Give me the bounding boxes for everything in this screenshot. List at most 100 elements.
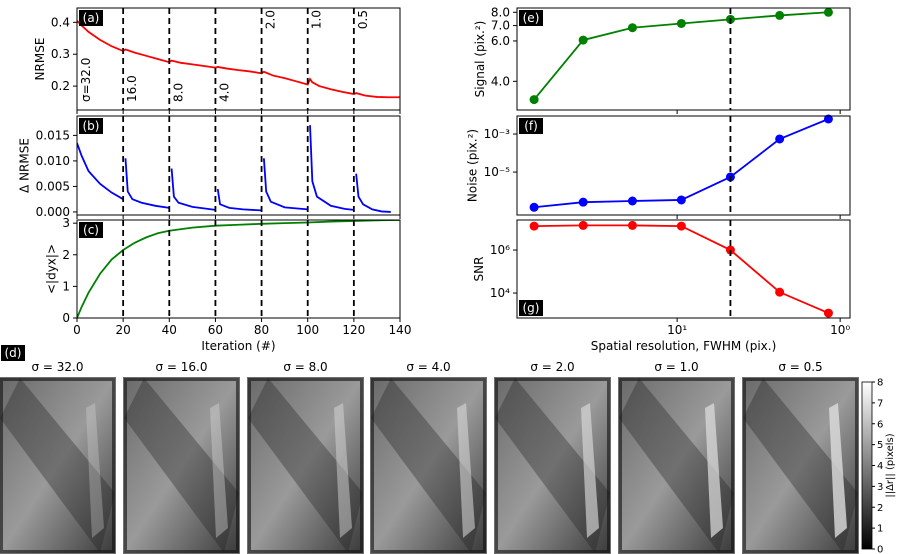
y-tick-label: 4.0 [491, 74, 510, 88]
image-panel [370, 377, 487, 554]
image-feature [457, 403, 475, 538]
colorbar-tick-label: 4 [877, 461, 883, 472]
image-panel [247, 377, 364, 554]
y-axis-label: SNR [472, 257, 486, 282]
annotation: 16.0 [125, 75, 139, 102]
colorbar-tick-label: 5 [877, 440, 883, 451]
axes-frame [516, 219, 851, 319]
panel-label-box [79, 118, 103, 134]
data-point [823, 7, 833, 17]
y-tick-label: 10⁴ [490, 286, 510, 300]
colorbar-tick-label: 3 [877, 482, 883, 493]
panel-label: (b) [83, 119, 100, 133]
data-point [775, 134, 785, 144]
colorbar-label: ||Δr|| (pixels) [885, 433, 896, 497]
image-bg [248, 378, 363, 553]
x-tick-label: 100 [296, 323, 319, 337]
panel-label-box [79, 10, 103, 26]
y-tick-label: 3 [62, 216, 70, 230]
data-point [529, 221, 539, 231]
image-feature [248, 378, 363, 553]
axes-frame [76, 7, 401, 111]
data-point [627, 23, 637, 33]
x-tick-label: 40 [162, 323, 177, 337]
x-tick-label: 80 [254, 323, 269, 337]
y-tick-label: 8.0 [491, 5, 510, 19]
image-title: σ = 16.0 [155, 360, 207, 374]
x-tick-label: 20 [116, 323, 131, 337]
image-panel [618, 377, 735, 554]
axes-frame [76, 219, 401, 319]
axes-frame [516, 115, 851, 216]
y-tick-label: 7.0 [491, 19, 510, 33]
data-point [578, 197, 588, 207]
y-tick-label: 0.000 [36, 205, 70, 219]
x-tick-label: 10⁰ [830, 323, 850, 337]
image-title: σ = 2.0 [530, 360, 574, 374]
data-line [77, 220, 400, 318]
annotation: 0.5 [356, 10, 370, 29]
data-point [676, 195, 686, 205]
panel-label: (f) [524, 119, 538, 133]
panel-label-box [519, 10, 543, 26]
y-tick-label: 0.005 [36, 179, 70, 193]
colorbar-tick-label: 6 [877, 419, 883, 430]
image-feature [581, 403, 599, 538]
panel-label-box [1, 345, 25, 361]
image-title: σ = 8.0 [283, 360, 327, 374]
image-bg [124, 378, 239, 553]
y-axis-label: <|dyx|> [44, 244, 58, 294]
colorbar-tick-label: 2 [877, 503, 883, 514]
data-point [676, 221, 686, 231]
y-tick-label: 10⁻³ [484, 127, 511, 141]
y-tick-label: 0 [62, 311, 70, 325]
data-line [77, 125, 391, 213]
image-panel [742, 377, 859, 554]
data-line [77, 20, 400, 99]
image-border [0, 377, 116, 554]
annotation: 4.0 [217, 83, 231, 102]
image-border [370, 377, 487, 554]
y-tick-label: 0.010 [36, 154, 70, 168]
image-border [618, 377, 735, 554]
image-feature [495, 378, 610, 553]
image-bg [0, 378, 115, 553]
data-point [627, 220, 637, 230]
image-title: σ = 0.5 [778, 360, 822, 374]
data-point [529, 202, 539, 212]
colorbar-tick-label: 8 [877, 378, 883, 389]
image-title: σ = 1.0 [654, 360, 698, 374]
y-axis-label: Signal (pix.²) [473, 21, 487, 98]
data-point [823, 114, 833, 124]
panel-label: (c) [83, 223, 99, 237]
image-feature [829, 403, 847, 538]
x-tick-label: 10¹ [667, 323, 687, 337]
y-axis-label: Noise (pix.²) [466, 129, 480, 202]
data-point [529, 95, 539, 105]
data-point [823, 308, 833, 318]
data-point [775, 10, 785, 20]
annotation: 1.0 [310, 10, 324, 29]
data-point [676, 18, 686, 28]
colorbar-tick-label: 1 [877, 524, 883, 535]
image-feature [124, 378, 239, 553]
panel-label: (a) [83, 11, 100, 25]
data-point [578, 220, 588, 230]
panel-label-box [79, 222, 103, 238]
panel-label: (d) [5, 346, 22, 360]
image-feature [334, 403, 352, 538]
x-tick-label: 60 [208, 323, 223, 337]
image-panel [494, 377, 611, 554]
y-tick-label: 0.3 [51, 47, 70, 61]
panel-label-box [519, 300, 543, 316]
image-panel [123, 377, 240, 554]
data-line [534, 118, 829, 209]
image-border [742, 377, 859, 554]
x-tick-label: 140 [389, 323, 412, 337]
image-panel [0, 377, 116, 554]
colorbar [861, 381, 873, 550]
annotation: σ=32.0 [79, 58, 93, 102]
x-axis-label: Spatial resolution, FWHM (pix.) [591, 339, 777, 353]
y-tick-label: 2 [62, 248, 70, 262]
